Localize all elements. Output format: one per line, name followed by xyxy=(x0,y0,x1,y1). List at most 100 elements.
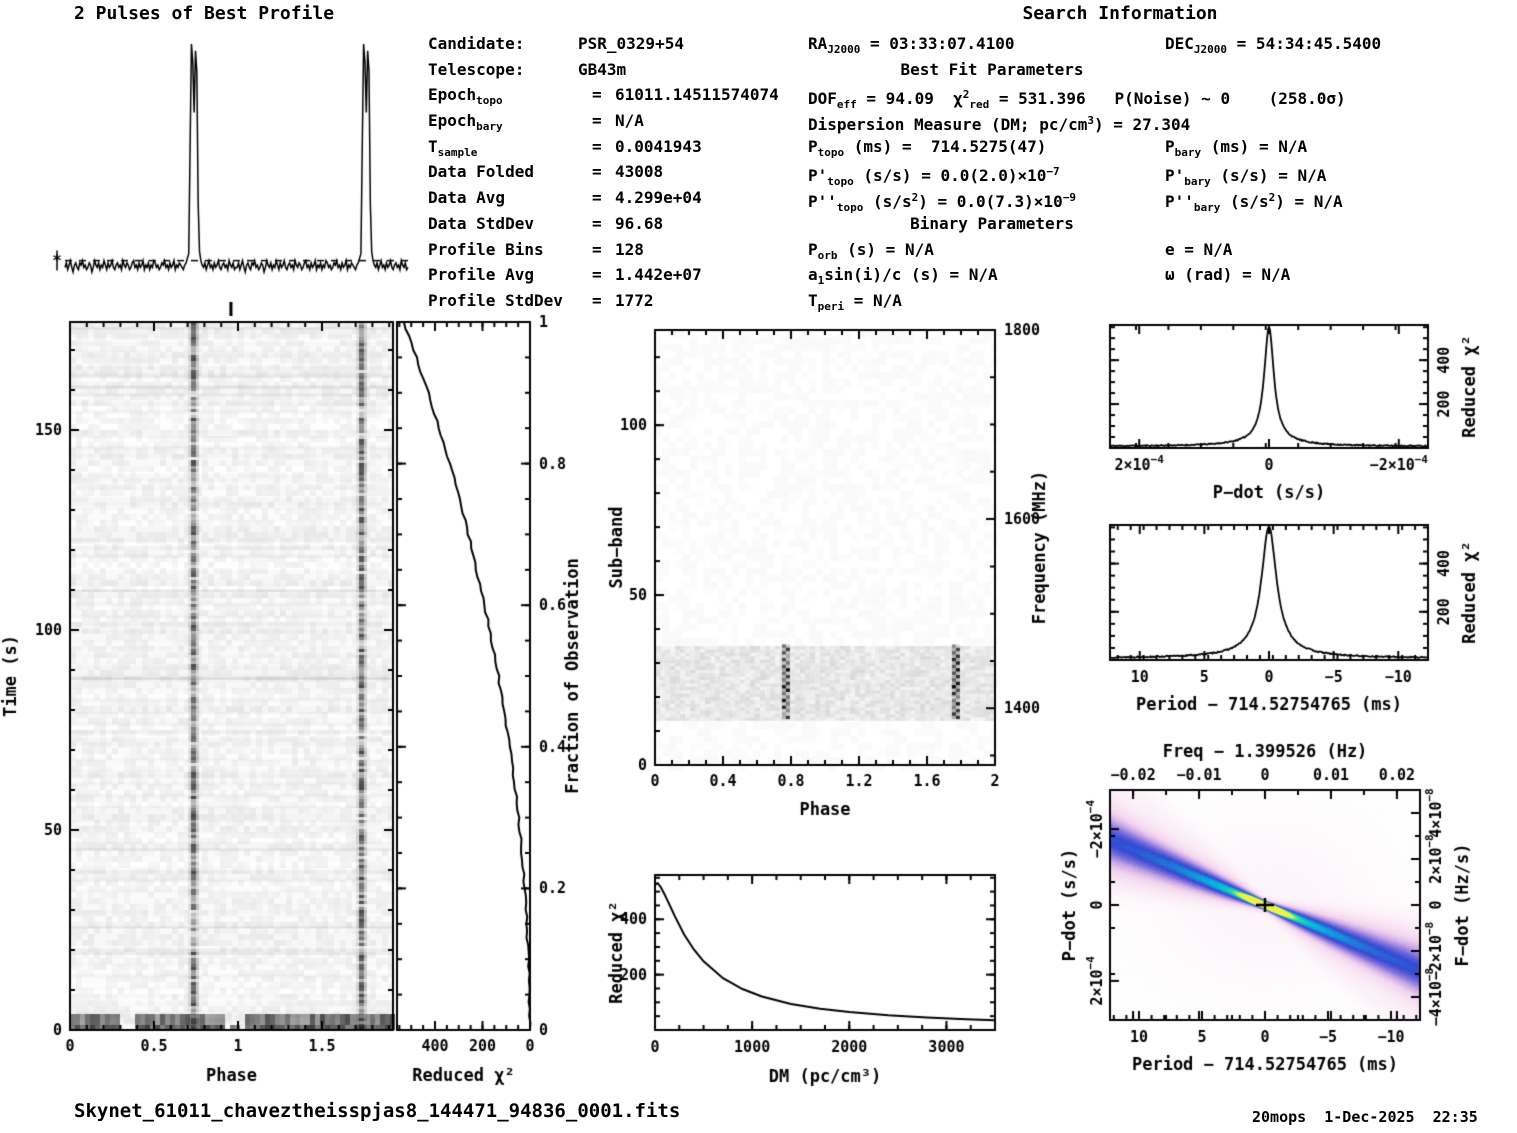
search-line-pdot: P'topo (s/s) = 0.0(2.0)×10−7 P'bary (s/s)… xyxy=(808,159,1468,189)
text-segment: sample xyxy=(437,145,478,159)
porb-value: Porb (s) = N/A xyxy=(808,237,1165,269)
text-segment: P'' xyxy=(808,192,837,212)
pddot-topo: P''topo (s/s2) = 0.0(7.3)×10−9 xyxy=(808,185,1165,221)
info-value: GB43m xyxy=(578,59,627,79)
text-segment: 2 xyxy=(962,88,970,102)
text-segment: J2000 xyxy=(827,43,861,56)
info-value: 1.442e+07 xyxy=(615,265,702,285)
text-segment: 2 xyxy=(911,191,919,205)
profile-title: 2 Pulses of Best Profile xyxy=(74,3,335,24)
text-segment: DEC xyxy=(1165,34,1194,53)
info-row-profile-bins: Profile Bins = 128 xyxy=(428,237,779,263)
p-topo: Ptopo (ms) = 714.5275(47) xyxy=(808,134,1165,166)
text-segment: RA xyxy=(808,34,828,53)
search-line-tperi: Tperi = N/A xyxy=(808,288,1468,314)
text-segment: bary xyxy=(1193,201,1221,215)
text-segment: ) = 27.304 xyxy=(1093,115,1191,135)
text-segment: (s/s) = 0.0(2.0)×10 xyxy=(853,166,1047,186)
info-value: N/A xyxy=(615,111,644,131)
text-segment: P xyxy=(808,239,818,259)
text-segment: peri xyxy=(817,299,845,313)
search-line-pddot: P''topo (s/s2) = 0.0(7.3)×10−9 P''bary (s… xyxy=(808,185,1468,215)
info-eq: = xyxy=(592,290,602,310)
info-label: Data StdDev xyxy=(428,211,592,237)
text-segment: = 94.09 xyxy=(856,89,954,109)
info-row-profile-avg: Profile Avg = 1.442e+07 xyxy=(428,262,779,288)
text-segment: P' xyxy=(1165,166,1185,186)
info-eq: = xyxy=(592,265,602,285)
info-eq: = xyxy=(592,136,602,156)
info-label: Profile Bins xyxy=(428,237,592,263)
info-row-tsample: Tsample = 0.0041943 xyxy=(428,134,779,160)
text-segment: = N/A xyxy=(844,290,902,310)
period-chi2-canvas xyxy=(1080,500,1517,716)
text-segment: Profile Bins xyxy=(428,239,544,259)
text-segment: (ms) = N/A xyxy=(1201,136,1308,156)
text-segment: bary xyxy=(1184,175,1211,189)
text-segment: Candidate: xyxy=(428,34,525,53)
search-line-porb-e: Porb (s) = N/A e = N/A xyxy=(808,237,1468,263)
text-segment: Epoch xyxy=(428,111,477,131)
text-segment: T xyxy=(808,290,818,310)
info-eq: = xyxy=(592,239,602,259)
text-segment: Dispersion Measure (DM; pc/cm xyxy=(808,115,1088,135)
text-segment: Data Folded xyxy=(428,162,534,182)
binary-header: Binary Parameters xyxy=(910,213,1074,233)
best-fit-header: Best Fit Parameters xyxy=(900,59,1084,79)
info-row-data-avg: Data Avg = 4.299e+04 xyxy=(428,185,779,211)
text-segment: ) = N/A xyxy=(1275,192,1343,212)
info-value: 96.68 xyxy=(615,213,664,233)
info-row-epoch-topo: Epochtopo = 61011.14511574074 xyxy=(428,82,779,108)
text-segment: T xyxy=(428,136,438,156)
text-segment: ω (rad) = N/A xyxy=(1165,265,1291,285)
info-label: Data Avg xyxy=(428,185,592,211)
text-segment: = 03:33:07.4100 xyxy=(860,34,1015,53)
info-row-data-folded: Data Folded = 43008 xyxy=(428,159,779,185)
dof-chi2-pnoise: DOFeff = 94.09 χ2red = 531.396 P(Noise) … xyxy=(808,88,1346,112)
search-info-block: RAJ2000 = 03:33:07.4100 DECJ2000 = 54:34:… xyxy=(808,31,1468,314)
info-label: Epochtopo xyxy=(428,82,592,114)
pddot-bary: P''bary (s/s2) = N/A xyxy=(1165,191,1343,215)
info-label: Data Folded xyxy=(428,159,592,185)
search-line-p: Ptopo (ms) = 714.5275(47) Pbary (ms) = N/… xyxy=(808,134,1468,160)
info-label: Candidate: xyxy=(428,31,555,57)
text-segment: P xyxy=(808,136,818,156)
text-segment: P'' xyxy=(1165,192,1194,212)
asini-value: a1sin(i)/c (s) = N/A xyxy=(808,262,1165,294)
pdot-topo: P'topo (s/s) = 0.0(2.0)×10−7 xyxy=(808,159,1165,195)
text-segment: Profile Avg xyxy=(428,265,534,285)
text-segment: (s) = N/A xyxy=(837,239,934,259)
period-pdot-map-canvas xyxy=(1060,725,1517,1090)
text-segment: Data StdDev xyxy=(428,213,534,233)
text-segment: (ms) = 714.5275(47) xyxy=(844,136,1047,156)
source-filename: Skynet_61011_chaveztheisspjas8_144471_94… xyxy=(74,1100,681,1122)
info-value: 1772 xyxy=(615,290,654,310)
text-segment: = 54:34:45.5400 xyxy=(1227,34,1382,53)
search-line-dof-chi2: DOFeff = 94.09 χ2red = 531.396 P(Noise) … xyxy=(808,82,1468,112)
search-line-bestfit-header: Best Fit Parameters xyxy=(808,57,1468,83)
text-segment: (s/s xyxy=(1220,192,1269,212)
search-line-dm: Dispersion Measure (DM; pc/cm3) = 27.304 xyxy=(808,108,1468,134)
dm-chi2-canvas xyxy=(600,860,1070,1090)
profile-plot-canvas xyxy=(40,28,420,304)
time-phase-greyscale-canvas xyxy=(0,300,420,1090)
text-segment: orb xyxy=(817,248,838,262)
info-eq: = xyxy=(592,162,602,182)
text-segment: red xyxy=(969,98,990,112)
info-row-candidate: Candidate: PSR_0329+54 xyxy=(428,31,779,57)
text-segment: (s/s xyxy=(863,192,912,212)
text-segment: J2000 xyxy=(1193,43,1228,56)
search-line-ra-dec: RAJ2000 = 03:33:07.4100 DECJ2000 = 54:34:… xyxy=(808,31,1468,57)
text-segment: bary xyxy=(1174,145,1202,159)
text-segment: a xyxy=(808,265,818,285)
info-value: 0.0041943 xyxy=(615,136,702,156)
text-segment: topo xyxy=(836,201,864,215)
text-segment: P xyxy=(1165,136,1175,156)
text-segment: χ xyxy=(953,89,963,109)
info-row-profile-stddev: Profile StdDev = 1772 xyxy=(428,288,779,314)
info-value: 4.299e+04 xyxy=(615,188,702,208)
text-segment: −9 xyxy=(1062,191,1076,205)
text-segment: 2 xyxy=(1268,191,1276,205)
info-label: Telescope: xyxy=(428,57,555,83)
text-segment: topo xyxy=(476,94,503,108)
